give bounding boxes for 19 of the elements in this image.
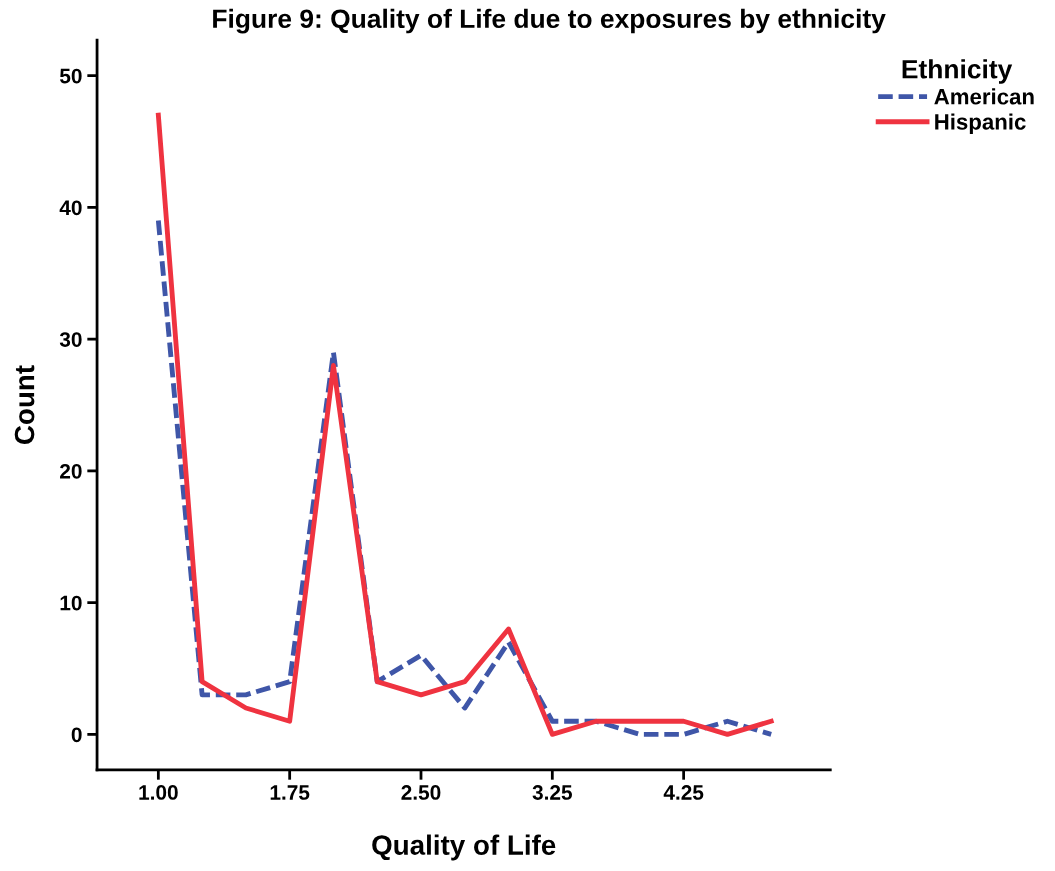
y-tick-label: 20 <box>60 463 82 479</box>
y-tick-label: 50 <box>59 68 82 84</box>
chart-title: Figure 9: Quality of Life due to exposures by ethnicity <box>213 8 886 34</box>
x-tick-label: 2.50 <box>401 785 441 800</box>
legend-label: Hispanic <box>935 113 1026 135</box>
line-series <box>155 218 774 737</box>
legend-title: Ethnicity <box>902 59 1013 84</box>
y-tick-label: 10 <box>60 595 82 611</box>
y-tick-label: 30 <box>59 332 82 347</box>
x-tick-label: 4.25 <box>663 785 704 800</box>
legend-label: American <box>934 88 1034 105</box>
y-tick-label: 40 <box>59 200 82 216</box>
line-series <box>155 112 774 737</box>
x-axis-title: Quality of Life <box>372 834 556 861</box>
y-axis-title: Count <box>14 365 35 444</box>
x-tick-label: 1.75 <box>270 785 310 800</box>
x-tick-label: 1.00 <box>139 785 178 800</box>
x-tick-label: 3.25 <box>532 785 573 800</box>
y-tick-label: 0 <box>71 727 82 743</box>
